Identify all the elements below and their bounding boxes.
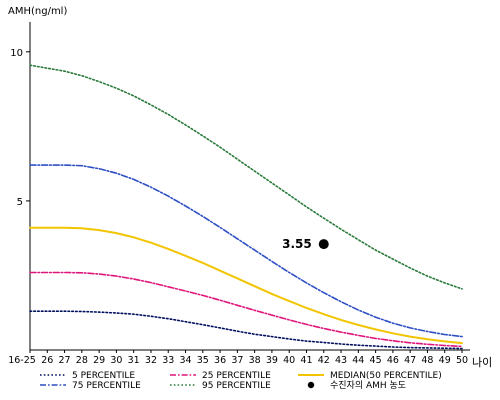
x-tick-label: 33 [162, 355, 174, 366]
x-tick-label: 28 [76, 355, 88, 366]
legend-label-1: 25 PERCENTILE [202, 371, 271, 381]
x-tick-label: 39 [266, 355, 278, 366]
x-tick-label: 43 [335, 355, 347, 366]
x-tick-label: 40 [283, 355, 295, 366]
x-tick-label: 37 [231, 355, 243, 366]
x-tick-label: 50 [456, 355, 468, 366]
patient-point-group: 3.55 [282, 237, 329, 251]
x-tick-label: 26 [41, 355, 53, 366]
x-tick-label: 36 [214, 355, 226, 366]
series-line-4 [29, 64, 463, 290]
legend-label-0: 5 PERCENTILE [72, 371, 135, 381]
legend: 5 PERCENTILE 25 PERCENTILE MEDIAN(50 PERCE… [40, 371, 442, 391]
x-tick-label: 30 [110, 355, 122, 366]
series-line-3 [29, 164, 463, 338]
legend-point-swatch [307, 381, 315, 389]
x-tick-label: 49 [439, 355, 451, 366]
series-line-1 [29, 271, 463, 348]
y-axis-label: AMH(ng/ml) [8, 6, 67, 17]
legend-label-4: 95 PERCENTILE [202, 381, 271, 391]
legend-point-label: 수진자의 AMH 농도 [330, 380, 406, 391]
x-tick-label: 34 [179, 355, 191, 366]
y-ticks: 5 10 [10, 48, 30, 208]
legend-label-3: 75 PERCENTILE [72, 381, 141, 391]
y-tick-label: 5 [17, 197, 23, 208]
x-tick-label: 27 [59, 355, 71, 366]
y-tick-label: 10 [10, 48, 23, 59]
x-tick-label: 42 [318, 355, 330, 366]
x-tick-label: 46 [387, 355, 399, 366]
x-tick-label: 35 [197, 355, 209, 366]
patient-point [318, 239, 329, 250]
x-tick-label: 31 [128, 355, 140, 366]
series-line-2 [29, 226, 463, 345]
x-tick-label: 48 [421, 355, 433, 366]
x-tick-label: 47 [404, 355, 416, 366]
x-axis-label: 나이 [472, 356, 492, 369]
patient-point-label: 3.55 [282, 237, 312, 251]
series-lines [29, 64, 463, 350]
legend-label-2: MEDIAN(50 PERCENTILE) [330, 371, 442, 381]
x-tick-label: 32 [145, 355, 157, 366]
x-tick-label: 29 [93, 355, 105, 366]
x-tick-label: 45 [370, 355, 382, 366]
x-tick-label: 44 [352, 355, 364, 366]
x-tick-label: 16-25 [8, 355, 36, 366]
x-tick-label: 41 [300, 355, 312, 366]
series-line-0 [29, 310, 463, 350]
x-ticks: 16-25 26 27 28 29 30 31 32 33 34 35 36 37 38 39 40 41 42 4… [8, 350, 468, 366]
x-tick-label: 38 [249, 355, 261, 366]
